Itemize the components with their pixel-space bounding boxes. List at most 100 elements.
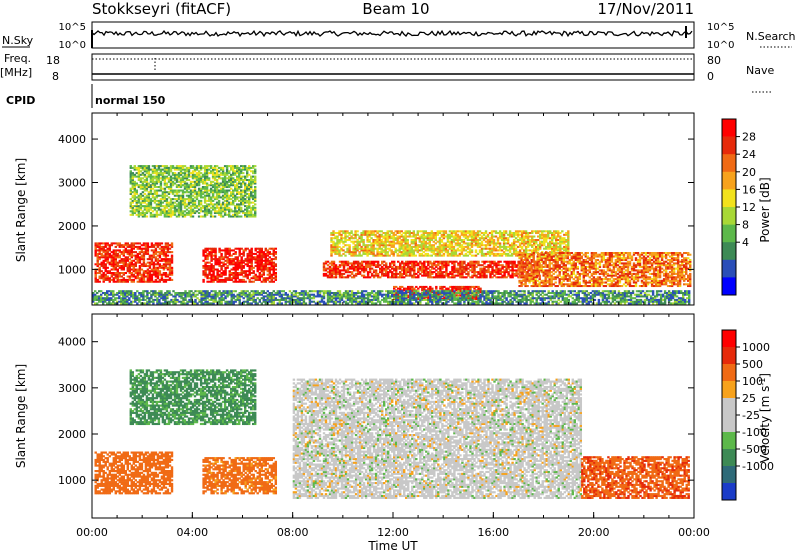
data-cell bbox=[248, 168, 251, 171]
data-cell bbox=[453, 267, 456, 270]
data-cell bbox=[502, 251, 506, 254]
data-cell bbox=[264, 266, 268, 269]
data-cell bbox=[387, 274, 390, 277]
data-cell bbox=[219, 184, 223, 187]
data-cell bbox=[518, 230, 522, 233]
data-cell bbox=[476, 244, 480, 247]
data-cell bbox=[145, 180, 149, 183]
data-cell bbox=[392, 254, 395, 257]
data-cell bbox=[210, 273, 213, 276]
data-cell bbox=[250, 177, 253, 180]
data-cell bbox=[187, 173, 191, 176]
data-cell bbox=[191, 194, 195, 197]
data-cell bbox=[360, 245, 363, 248]
data-cell bbox=[232, 210, 235, 213]
data-cell bbox=[246, 254, 249, 257]
data-cell bbox=[551, 233, 554, 236]
data-cell bbox=[439, 272, 442, 275]
data-cell bbox=[213, 177, 217, 180]
data-cell bbox=[449, 272, 452, 275]
data-cell bbox=[214, 275, 217, 278]
data-cell bbox=[163, 175, 167, 178]
data-cell bbox=[169, 179, 173, 182]
data-cell bbox=[161, 191, 165, 194]
data-cell bbox=[236, 170, 239, 173]
data-cell bbox=[98, 268, 101, 271]
data-cell bbox=[143, 166, 147, 169]
data-cell bbox=[225, 206, 229, 209]
data-cell bbox=[436, 233, 440, 236]
data-cell bbox=[409, 274, 412, 277]
data-cell bbox=[214, 258, 217, 261]
data-cell bbox=[332, 245, 335, 248]
data-cell bbox=[242, 270, 245, 273]
data-cell bbox=[487, 267, 490, 270]
data-cell bbox=[356, 260, 360, 263]
data-cell bbox=[212, 272, 215, 275]
data-cell bbox=[456, 239, 460, 242]
data-cell bbox=[133, 198, 137, 201]
data-cell bbox=[551, 249, 554, 252]
data-cell bbox=[203, 191, 207, 194]
data-cell bbox=[225, 165, 229, 168]
data-cell bbox=[346, 274, 350, 277]
data-cell bbox=[116, 275, 120, 278]
data-cell bbox=[215, 172, 219, 175]
data-cell bbox=[177, 186, 181, 189]
data-cell bbox=[543, 239, 546, 242]
data-cell bbox=[463, 260, 466, 263]
data-cell bbox=[156, 251, 160, 254]
data-cell bbox=[374, 274, 378, 277]
data-cell bbox=[189, 201, 193, 204]
data-cell bbox=[266, 254, 270, 257]
data-cell bbox=[232, 280, 235, 283]
data-cell bbox=[224, 266, 227, 269]
data-cell bbox=[511, 264, 514, 267]
data-cell bbox=[151, 168, 155, 171]
data-cell bbox=[193, 192, 197, 195]
data-cell bbox=[228, 254, 231, 257]
data-cell bbox=[479, 271, 482, 274]
data-cell bbox=[344, 230, 347, 233]
cpid-value: normal 150 bbox=[95, 94, 166, 107]
data-cell bbox=[409, 267, 412, 270]
data-cell bbox=[512, 233, 516, 236]
data-cell bbox=[494, 242, 498, 245]
data-cell bbox=[248, 182, 251, 185]
data-cell bbox=[352, 254, 355, 257]
data-cell bbox=[133, 168, 137, 171]
data-cell bbox=[102, 251, 105, 254]
data-cell bbox=[216, 261, 219, 264]
data-cell bbox=[508, 251, 512, 254]
data-cell bbox=[171, 192, 175, 195]
data-cell bbox=[530, 274, 533, 277]
data-cell bbox=[134, 254, 138, 257]
data-cell bbox=[201, 182, 205, 185]
data-cell bbox=[238, 249, 241, 252]
data-cell bbox=[221, 194, 225, 197]
data-cell bbox=[224, 278, 227, 281]
data-cell bbox=[549, 251, 552, 254]
data-cell bbox=[181, 192, 185, 195]
data-cell bbox=[213, 210, 217, 213]
data-cell bbox=[392, 235, 395, 238]
data-cell bbox=[364, 251, 367, 254]
data-cell bbox=[112, 249, 116, 252]
data-cell bbox=[401, 267, 404, 270]
data-cell bbox=[454, 242, 458, 245]
data-cell bbox=[108, 278, 112, 281]
data-cell bbox=[211, 177, 215, 180]
data-cell bbox=[445, 274, 448, 277]
data-cell bbox=[221, 196, 225, 199]
data-cell bbox=[372, 230, 375, 233]
data-cell bbox=[242, 168, 245, 171]
data-cell bbox=[513, 272, 516, 275]
data-cell bbox=[374, 242, 377, 245]
data-cell bbox=[156, 259, 160, 262]
data-cell bbox=[168, 258, 172, 261]
data-cell bbox=[516, 240, 520, 243]
data-cell bbox=[254, 179, 257, 182]
data-cell bbox=[135, 168, 139, 171]
data-cell bbox=[199, 180, 203, 183]
data-cell bbox=[145, 172, 149, 175]
